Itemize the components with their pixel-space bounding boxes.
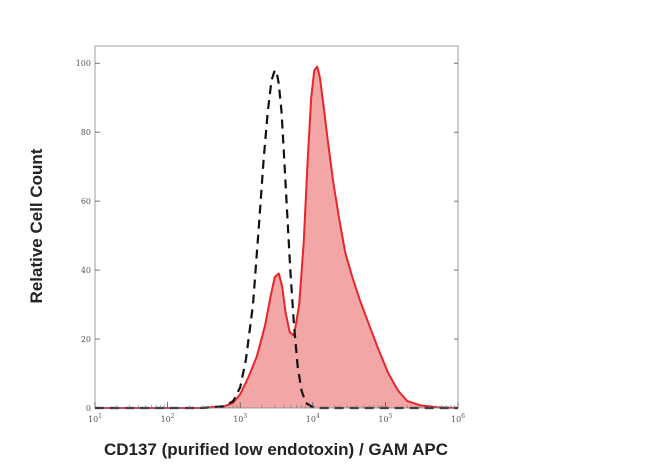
x-tick-label: 105: [378, 413, 392, 424]
x-tick-label: 101: [88, 413, 102, 424]
x-tick-label: 102: [161, 413, 175, 424]
plot-area: [95, 65, 459, 410]
x-tick-label: 106: [451, 413, 465, 424]
series-fill-0: [95, 66, 458, 408]
y-axis-label: Relative Cell Count: [27, 148, 46, 303]
y-tick-label: 20: [81, 335, 91, 344]
y-tick-label: 80: [81, 128, 91, 137]
y-tick-label: 40: [81, 266, 91, 275]
x-tick-label: 104: [306, 413, 320, 424]
plot-frame: [94, 45, 459, 409]
y-tick-label: 100: [76, 59, 91, 68]
y-tick-label: 0: [86, 404, 91, 413]
axes: 0 20 40 60 80 100 101 102 103 104 105 106: [76, 45, 465, 424]
x-tick-label: 103: [233, 413, 247, 424]
x-axis-label: CD137 (purified low endotoxin) / GAM APC: [104, 440, 448, 459]
y-tick-label: 60: [81, 197, 91, 206]
series-line-0: [95, 65, 459, 409]
